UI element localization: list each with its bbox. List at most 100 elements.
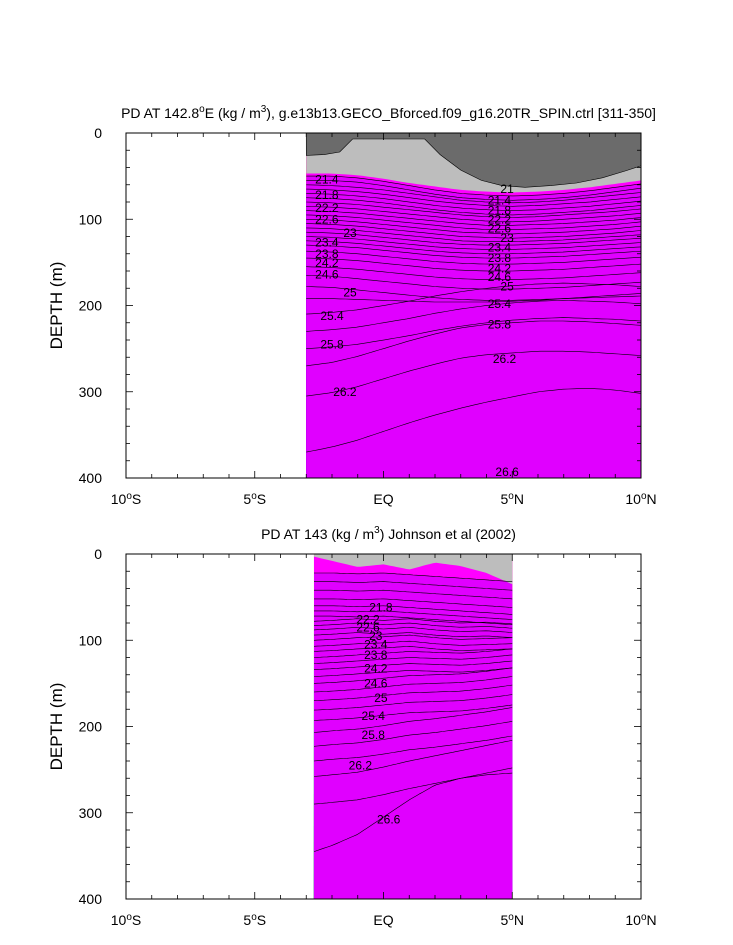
y-tick-label: 200 [79,719,103,735]
fill-band [306,176,641,478]
x-tick-hemisphere: N [647,912,657,928]
contour-line [313,654,513,664]
contour-label: 23.8 [364,648,388,662]
contour-line [313,704,513,721]
contour-label: 25 [374,691,388,705]
y-tick-label: 400 [79,470,103,486]
contour-label: 26.2 [493,352,517,366]
contour-label: 24.6 [488,270,512,284]
contour-label: 23.4 [315,236,339,250]
contour-line [306,282,641,315]
contour-line [306,219,641,235]
contour-label: 21.8 [488,204,512,218]
contour-line [314,572,513,582]
contour-line [306,214,641,230]
contour-label: 25.4 [488,297,512,311]
contour-line [306,317,641,349]
missing-region [305,133,641,188]
contour-label: 21.4 [315,173,339,187]
contour-line [306,184,641,204]
contour-label: 21.4 [488,193,512,207]
x-tick-hemisphere: S [132,912,141,928]
x-tick-degree: o [126,491,132,502]
contour-line [313,634,513,641]
title-part: PD AT 142.8 [121,105,199,121]
panel-model: 21.421.822.222.62323.423.824.224.62525.4… [47,104,657,507]
x-tick-hemisphere: S [257,491,266,507]
contour-label: 21.8 [369,600,393,614]
contour-line [313,667,513,684]
contour-line [306,244,641,259]
contour-line [313,640,513,647]
x-tick-number: 10 [111,491,127,507]
contour-label: 23 [500,231,514,245]
contour-line [306,193,641,211]
y-tick-label: 200 [79,298,103,314]
contour-line [306,240,641,255]
contour-label: 23.8 [315,247,339,261]
x-tick-hemisphere: S [132,491,141,507]
contour-line [306,286,641,301]
contour-label: 23.8 [488,251,512,265]
x-tick-number: EQ [373,912,393,928]
contour-label: 26.6 [495,465,519,479]
x-tick-hemisphere: N [514,912,524,928]
contour-label: 25.4 [320,309,344,323]
x-tick-degree: o [641,912,647,923]
contour-label: 25.8 [320,337,344,351]
contour-label: 26.6 [377,813,401,827]
plot-area [313,554,513,899]
y-tick-label: 100 [79,632,103,648]
y-tick-label: 300 [79,805,103,821]
contour-line [314,605,513,615]
contour-line [313,627,513,633]
contour-line [313,707,513,733]
contour-label: 23.4 [488,241,512,255]
contour-label: 22.6 [315,212,339,226]
contour-line [306,231,641,246]
contour-line [306,206,641,223]
x-tick-number: 5 [501,912,509,928]
contour-line [306,320,641,367]
title-part: PD AT 143 (kg / m [261,526,374,542]
x-tick-degree: o [508,491,514,502]
y-axis-label: DEPTH (m) [47,683,66,771]
y-tick-label: 0 [94,125,102,141]
title-superscript: 3 [374,525,380,536]
contour-line [306,188,641,207]
x-tick-label: EQ [373,912,393,928]
chart-title: PD AT 142.8oE (kg / m3), g.e13b13.GECO_B… [121,104,656,121]
contour-label: 22.6 [488,222,512,236]
contour-label: 22.6 [356,620,380,634]
title-superscript: o [199,104,205,115]
x-tick-label: 5oS [243,491,266,507]
chart-title: PD AT 143 (kg / m3) Johnson et al (2002) [261,525,516,542]
x-tick-label: 10oS [111,912,141,928]
contour-line [313,622,513,629]
x-tick-number: 10 [625,912,641,928]
x-tick-hemisphere: N [514,491,524,507]
contour-label: 21.8 [315,188,339,202]
contour-line [306,236,641,250]
x-tick-label: 5oN [501,912,524,928]
fill-low-gray [313,554,513,585]
contour-line [306,201,641,218]
x-tick-degree: o [508,912,514,923]
title-superscript: 3 [261,104,267,115]
contour-line [306,197,641,216]
contour-label: 26.2 [349,758,373,772]
title-part: ) Johnson et al (2002) [380,526,516,542]
contour-line [314,589,513,600]
x-tick-label: EQ [373,491,393,507]
contour-line [313,618,513,625]
contour-line [313,740,513,777]
contour-line [313,767,513,805]
contour-line [306,350,641,397]
contour-label: 25.8 [362,728,386,742]
x-tick-label: 5oS [243,912,266,928]
contour-line [314,581,513,591]
contour-line [306,275,641,290]
x-tick-number: 10 [625,491,641,507]
contour-label: 24.2 [315,256,339,270]
